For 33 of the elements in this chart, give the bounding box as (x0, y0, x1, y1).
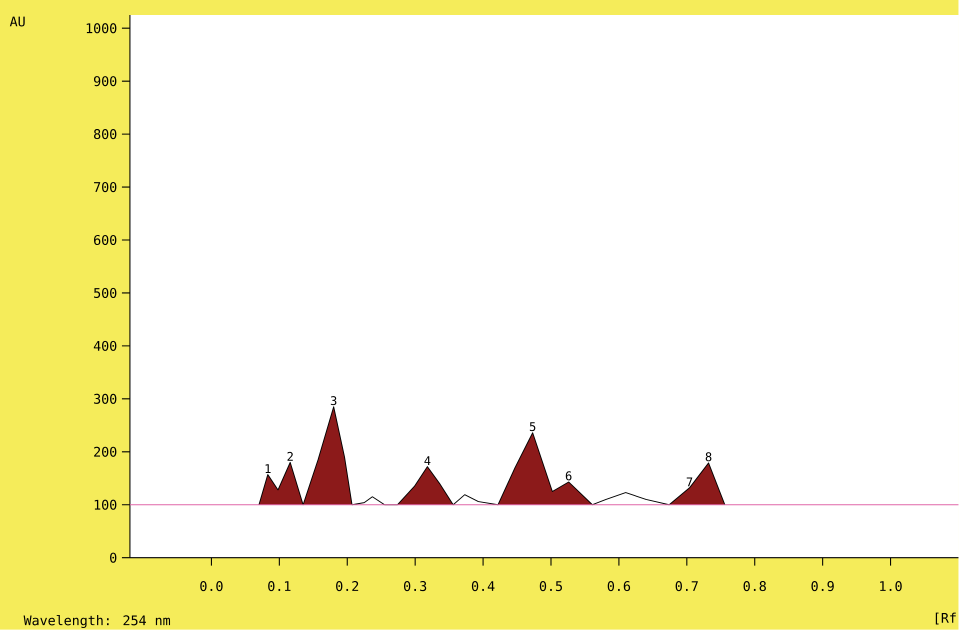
y-tick-label: 400 (94, 341, 116, 352)
x-tick-label: 0.8 (744, 581, 766, 592)
y-tick-label: 900 (94, 76, 116, 86)
y-tick-label: 1000 (86, 23, 116, 34)
y-axis-title: AU (10, 16, 25, 27)
y-tick-label: 300 (94, 394, 116, 404)
x-tick-label: 0.5 (540, 581, 562, 592)
x-tick-label: 0.1 (268, 581, 290, 592)
annotation: 7 (686, 478, 692, 486)
y-tick-label: 100 (94, 500, 116, 510)
x-tick-label: 0.9 (811, 581, 834, 592)
y-tick-label: 800 (94, 129, 116, 140)
x-tick-label: 0.2 (336, 581, 358, 592)
x-tick-label: 0.3 (404, 581, 426, 592)
x-tick-label: 0.6 (608, 581, 630, 592)
y-tick-label: 700 (94, 182, 116, 192)
annotation: 1 (266, 464, 271, 474)
x-tick-label: 0.4 (472, 581, 494, 592)
annotation: 4 (424, 456, 430, 466)
x-tick-label: 1.0 (880, 581, 902, 592)
annotation: 3 (330, 396, 336, 406)
x-tick-label: 0.7 (676, 581, 698, 592)
y-tick-label: 500 (94, 288, 116, 298)
annotation: 2 (287, 452, 293, 461)
x-axis-title: [Rf (936, 612, 956, 625)
annotation: 8 (706, 452, 712, 462)
y-tick-label: 0 (110, 552, 116, 563)
annotation: 5 (530, 422, 536, 432)
y-tick-label: 200 (94, 446, 116, 457)
x-tick-label: 0.0 (200, 581, 223, 592)
y-tick-label: 600 (94, 235, 116, 246)
text: Wavelength: 254 nm (24, 615, 170, 628)
annotation: 6 (566, 471, 572, 481)
